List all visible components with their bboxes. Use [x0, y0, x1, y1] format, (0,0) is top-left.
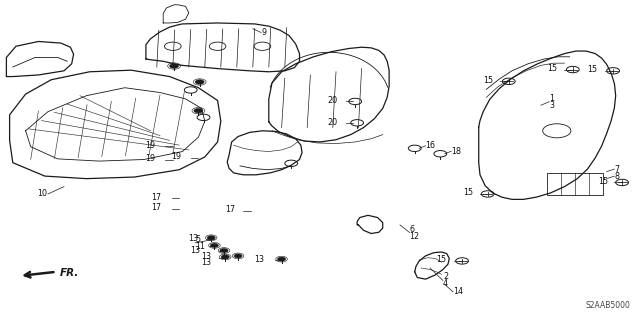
- Text: 13: 13: [253, 255, 264, 263]
- Text: 13: 13: [201, 252, 211, 261]
- Circle shape: [221, 255, 229, 259]
- Text: 15: 15: [436, 256, 447, 264]
- Text: 18: 18: [451, 147, 461, 156]
- Text: FR.: FR.: [60, 268, 79, 278]
- Text: 15: 15: [483, 76, 493, 85]
- Text: 16: 16: [426, 141, 436, 150]
- Circle shape: [234, 254, 242, 258]
- Bar: [547, 173, 603, 195]
- Text: 8: 8: [614, 172, 620, 181]
- Circle shape: [194, 108, 203, 113]
- Text: 15: 15: [598, 177, 608, 186]
- Text: 15: 15: [547, 64, 557, 73]
- Text: 10: 10: [37, 189, 47, 198]
- Text: 13: 13: [188, 234, 198, 243]
- Text: S2AAB5000: S2AAB5000: [586, 301, 630, 310]
- Text: 19: 19: [145, 141, 155, 150]
- Text: 19: 19: [171, 152, 181, 161]
- Text: 2: 2: [443, 272, 448, 281]
- Text: 20: 20: [327, 96, 337, 105]
- Circle shape: [211, 243, 218, 248]
- Text: 1: 1: [549, 94, 554, 103]
- Text: 3: 3: [549, 101, 554, 110]
- Text: 5: 5: [195, 235, 200, 244]
- Circle shape: [195, 80, 204, 84]
- Text: 14: 14: [453, 287, 463, 296]
- Text: 17: 17: [151, 204, 161, 212]
- Text: 11: 11: [195, 242, 205, 251]
- Text: 4: 4: [443, 279, 448, 288]
- Circle shape: [207, 236, 215, 240]
- Circle shape: [278, 257, 285, 261]
- Circle shape: [170, 64, 179, 68]
- Text: 13: 13: [201, 258, 211, 267]
- Text: 13: 13: [189, 246, 200, 255]
- Text: 17: 17: [151, 193, 161, 202]
- Text: 12: 12: [410, 232, 420, 241]
- Text: 20: 20: [327, 118, 337, 127]
- Text: 9: 9: [261, 28, 266, 37]
- Text: 7: 7: [614, 165, 620, 174]
- Circle shape: [220, 249, 228, 253]
- Text: 17: 17: [225, 205, 236, 214]
- Text: 15: 15: [463, 189, 474, 197]
- Text: 15: 15: [587, 65, 597, 74]
- Text: 19: 19: [145, 154, 155, 163]
- Text: 6: 6: [410, 225, 415, 234]
